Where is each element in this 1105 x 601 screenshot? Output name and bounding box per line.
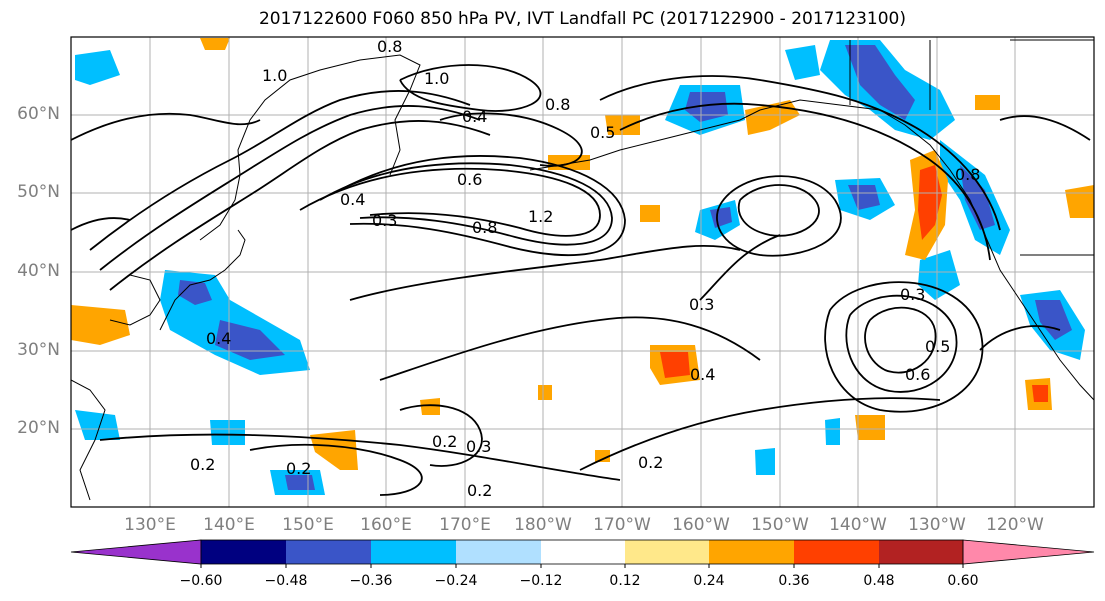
colorbar-segment bbox=[541, 540, 625, 564]
contour-label: 0.2 bbox=[638, 453, 663, 472]
lon-label: 150°W bbox=[751, 515, 809, 535]
contour-label: 0.2 bbox=[432, 432, 457, 451]
contour-label-group: 1.0 1.0 0.8 0.8 0.4 0.5 0.6 0.8 1.2 0.3 … bbox=[190, 37, 980, 500]
contour-label: 0.8 bbox=[955, 165, 980, 184]
map-gridlines bbox=[71, 37, 1094, 507]
shade-orange-pac bbox=[548, 155, 590, 170]
contour-label: 0.2 bbox=[467, 481, 492, 500]
contour-label: 0.2 bbox=[190, 455, 215, 474]
shade-darkblue-mid bbox=[710, 207, 732, 228]
shade-darkblue-bc bbox=[960, 165, 995, 230]
contour-label: 0.4 bbox=[340, 190, 365, 209]
contour-label: 0.4 bbox=[462, 107, 487, 126]
colorbar-segment bbox=[879, 540, 963, 564]
colorbar-tick-label: −0.36 bbox=[349, 573, 393, 589]
shade-orange-mid bbox=[640, 205, 660, 222]
lon-label: 180°W bbox=[514, 515, 572, 535]
map-frame bbox=[70, 36, 1095, 508]
colorbar-segment bbox=[201, 540, 286, 564]
contour-label: 0.8 bbox=[545, 95, 570, 114]
lat-label: 40°N bbox=[17, 261, 60, 281]
lat-label: 30°N bbox=[17, 340, 60, 360]
shade-orange-ne bbox=[975, 95, 1000, 110]
contour-label: 0.6 bbox=[457, 170, 482, 189]
colorbar bbox=[70, 539, 1095, 568]
colorbar-extend-left bbox=[70, 539, 202, 565]
contour-label: 0.3 bbox=[466, 437, 491, 456]
colorbar-tick-label: 0.60 bbox=[947, 573, 979, 589]
contour-label: 0.8 bbox=[377, 37, 402, 56]
lon-label: 160°W bbox=[672, 515, 730, 535]
colorbar-tick-label: −0.48 bbox=[264, 573, 308, 589]
shade-darkblue-alaska bbox=[845, 45, 915, 120]
lon-label: 130°W bbox=[908, 515, 966, 535]
contour-label: 0.5 bbox=[925, 337, 950, 356]
contour-label: 0.2 bbox=[286, 459, 311, 478]
contour-label: 0.5 bbox=[590, 123, 615, 142]
shade-orange-top bbox=[200, 38, 230, 50]
contour-label: 1.0 bbox=[424, 69, 449, 88]
map-title: 2017122600 F060 850 hPa PV, IVT Landfall… bbox=[258, 9, 906, 29]
colorbar-tick-label: 0.36 bbox=[778, 573, 810, 589]
shade-blue-s-japan bbox=[75, 410, 120, 440]
shade-darkblue-ca bbox=[1035, 300, 1072, 340]
lon-label: 150°E bbox=[282, 515, 334, 535]
lon-label: 170°E bbox=[439, 515, 491, 535]
lat-label: 20°N bbox=[17, 418, 60, 438]
contour-label: 1.2 bbox=[528, 207, 553, 226]
shade-orange-hawaii bbox=[595, 450, 610, 462]
colorbar-segment bbox=[286, 540, 371, 564]
shade-blue-sw bbox=[918, 250, 960, 300]
lat-label: 60°N bbox=[17, 104, 60, 124]
colorbar-outline bbox=[200, 539, 964, 565]
contour-label: 0.3 bbox=[900, 285, 925, 304]
contour-label: 0.4 bbox=[206, 329, 231, 348]
shade-blue-mx bbox=[825, 418, 840, 445]
contour-label: 0.6 bbox=[905, 365, 930, 384]
lon-label: 130°E bbox=[124, 515, 176, 535]
colorbar-tick-label: −0.12 bbox=[519, 573, 563, 589]
shade-darkblue-gulf2 bbox=[848, 185, 880, 210]
shade-orange-japan bbox=[71, 305, 130, 345]
lon-label: 120°W bbox=[986, 515, 1044, 535]
contour-label: 0.3 bbox=[689, 295, 714, 314]
colorbar-tick-label: 0.24 bbox=[693, 573, 725, 589]
shade-red-mx bbox=[1032, 385, 1048, 402]
colorbar-segment bbox=[709, 540, 794, 564]
lat-label: 50°N bbox=[17, 182, 60, 202]
shade-blue-hawaii bbox=[755, 448, 775, 475]
colorbar-segment bbox=[625, 540, 709, 564]
colorbar-segment bbox=[371, 540, 456, 564]
colorbar-tick-label: 0.48 bbox=[863, 573, 895, 589]
lon-label: 140°W bbox=[829, 515, 887, 535]
coastlines bbox=[71, 39, 1094, 501]
pv-contours bbox=[71, 64, 1091, 496]
contour-label: 0.8 bbox=[472, 218, 497, 237]
shade-blue-ne-corner bbox=[785, 45, 820, 80]
lon-label: 170°W bbox=[593, 515, 651, 535]
colorbar-tick-label: −0.24 bbox=[434, 573, 478, 589]
shade-orange-wc bbox=[1065, 185, 1094, 218]
colorbar-segment bbox=[456, 540, 541, 564]
shade-orange-s2 bbox=[420, 398, 440, 415]
contour-label: 1.0 bbox=[262, 66, 287, 85]
shade-red-bc bbox=[918, 165, 942, 240]
shade-darkblue-japan bbox=[178, 280, 285, 360]
shade-blue-topleft bbox=[75, 50, 120, 85]
colorbar-tick-label: 0.12 bbox=[609, 573, 641, 589]
contour-label: 0.4 bbox=[690, 365, 715, 384]
lon-label: 140°E bbox=[203, 515, 255, 535]
contour-label: 0.3 bbox=[372, 211, 397, 230]
shade-orange-s4 bbox=[855, 415, 885, 440]
colorbar-segment bbox=[794, 540, 879, 564]
colorbar-tick-label: −0.60 bbox=[179, 573, 223, 589]
shade-blue-s2 bbox=[210, 420, 245, 445]
shade-red-c bbox=[660, 352, 690, 378]
shade-orange-s3 bbox=[538, 385, 552, 400]
lon-label: 160°E bbox=[360, 515, 412, 535]
colorbar-extend-right bbox=[962, 539, 1095, 565]
